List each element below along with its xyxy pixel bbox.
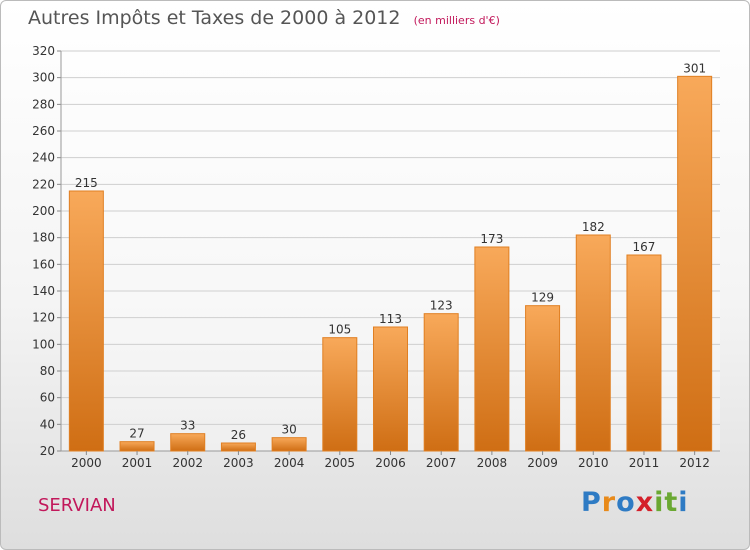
y-tick-label: 140 [32,284,55,298]
x-tick-label: 2010 [578,456,609,470]
data-label: 30 [281,423,296,437]
commune-name: SERVIAN [38,495,116,516]
bar [119,441,155,452]
bar [220,442,256,452]
y-tick-label: 260 [32,124,55,138]
data-label: 113 [379,312,402,326]
y-tick-label: 60 [40,391,55,405]
logo-letter: P [581,487,602,518]
bar [373,326,408,452]
x-tick-label: 2009 [527,456,558,470]
y-tick-label: 240 [32,151,55,165]
logo-letter: r [601,487,617,518]
x-tick-label: 2003 [223,456,254,470]
x-tick-label: 2005 [325,456,356,470]
data-label: 26 [231,428,246,442]
y-tick-label: 180 [32,231,55,245]
bar [68,190,104,452]
x-tick-label: 2001 [122,456,153,470]
y-tick-label: 320 [32,44,55,58]
data-label: 27 [129,427,144,441]
x-tick-label: 2011 [629,456,660,470]
bar [271,437,307,452]
bar [626,254,662,452]
y-tick-label: 160 [32,257,55,271]
y-tick-label: 300 [32,71,55,85]
data-label: 167 [633,240,656,254]
data-label: 129 [531,291,554,305]
y-tick-label: 220 [32,177,55,191]
x-tick-label: 2004 [274,456,305,470]
y-tick-label: 100 [32,337,55,351]
bar [525,305,561,452]
logo-letter: t [664,487,679,518]
x-tick-label: 2007 [426,456,457,470]
data-label: 33 [180,419,195,433]
bar [575,234,611,452]
data-label: 215 [75,176,98,190]
bar [677,75,713,452]
data-label: 105 [328,323,351,337]
y-tick-label: 280 [32,97,55,111]
y-tick-label: 120 [32,311,55,325]
x-tick-label: 2008 [477,456,508,470]
data-label: 301 [683,61,706,75]
y-tick-label: 200 [32,204,55,218]
bar [423,313,459,452]
x-tick-label: 2006 [375,456,406,470]
bar [322,337,358,452]
y-tick-label: 80 [40,364,55,378]
data-label: 123 [430,299,453,313]
logo-letter: o [616,487,636,518]
bar [474,246,510,452]
chart-title: Autres Impôts et Taxes de 2000 à 2012 [28,7,401,29]
logo-letter: i [654,487,665,518]
logo-letter: i [678,487,689,518]
bar [170,433,206,452]
x-tick-label: 2012 [679,456,710,470]
chart-title-block: Autres Impôts et Taxes de 2000 à 2012 (e… [28,7,500,29]
y-tick-label: 20 [40,444,55,458]
data-label: 182 [582,220,605,234]
x-tick-label: 2000 [71,456,102,470]
y-tick-label: 40 [40,417,55,431]
chart-unit: (en milliers d'€) [413,14,500,27]
proxiti-logo: Proxiti [581,487,689,518]
x-tick-label: 2002 [172,456,203,470]
logo-letter: x [635,487,655,518]
data-label: 173 [480,232,503,246]
